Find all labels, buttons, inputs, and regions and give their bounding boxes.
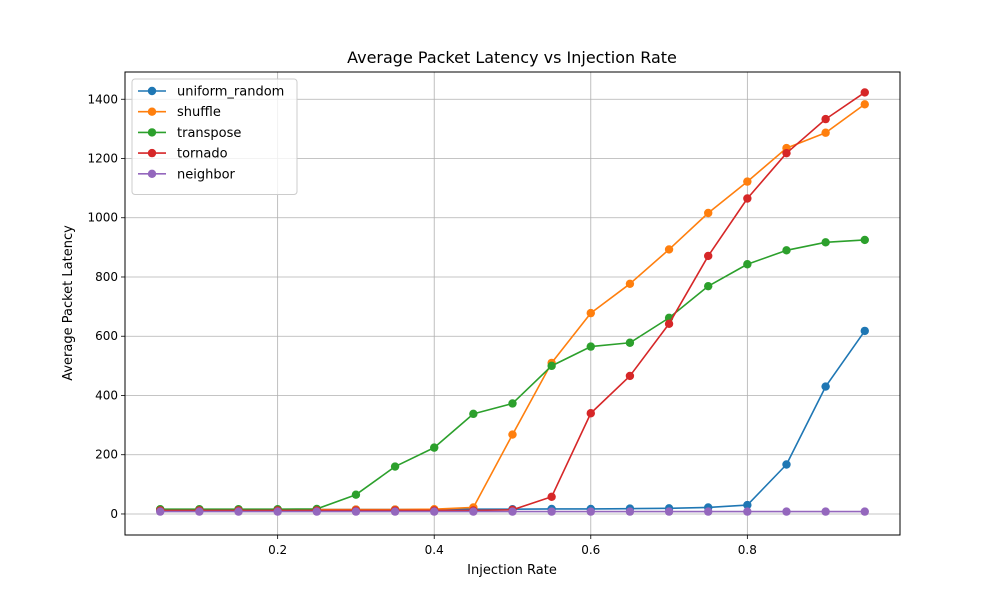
y-tick-label: 1200	[87, 151, 118, 165]
legend-label: shuffle	[177, 105, 221, 120]
data-point	[860, 100, 869, 109]
data-point	[743, 194, 752, 203]
data-point	[547, 492, 556, 501]
legend-label: transpose	[177, 126, 241, 141]
data-point	[782, 507, 791, 516]
x-axis-label: Injection Rate	[467, 563, 557, 578]
data-point	[821, 238, 830, 247]
data-point	[469, 409, 478, 419]
chart-title: Average Packet Latency vs Injection Rate	[347, 48, 677, 67]
data-point	[508, 507, 517, 516]
data-point	[195, 507, 204, 516]
data-point	[821, 382, 830, 391]
legend-item-transpose: transpose	[138, 126, 241, 141]
data-point	[743, 507, 752, 516]
data-point	[664, 245, 674, 254]
grid-lines	[125, 72, 900, 535]
legend-swatch-marker	[147, 107, 157, 116]
legend-item-neighbor: neighbor	[138, 167, 236, 182]
data-point	[430, 507, 439, 516]
data-point	[586, 507, 595, 516]
legend-swatch-marker	[147, 128, 157, 137]
data-point	[782, 148, 791, 158]
y-tick-label: 800	[95, 270, 118, 284]
data-point	[743, 177, 752, 186]
data-point	[664, 319, 674, 328]
data-point	[547, 507, 556, 516]
data-point	[508, 399, 517, 408]
data-point	[351, 507, 361, 516]
legend-label: tornado	[177, 147, 228, 162]
data-point	[860, 235, 869, 245]
y-tick-label: 200	[95, 448, 118, 462]
x-tick-label: 0.4	[425, 543, 444, 557]
legend-label: neighbor	[177, 167, 236, 182]
data-point	[860, 326, 869, 336]
data-point	[704, 208, 713, 218]
legend-label: uniform_random	[177, 85, 284, 100]
legend-swatch-marker	[147, 148, 157, 158]
data-point	[390, 507, 400, 516]
data-point	[821, 507, 830, 516]
series-neighbor	[156, 507, 869, 516]
data-point	[469, 507, 478, 516]
x-axis-ticks: 0.2 0.4 0.6 0.8	[268, 535, 757, 557]
legend-box	[131, 78, 298, 195]
data-point	[430, 443, 439, 452]
data-point	[743, 260, 752, 269]
legend-item-uniform-random: uniform_random	[138, 85, 284, 100]
data-point	[821, 128, 830, 137]
data-point	[860, 88, 869, 97]
y-tick-label: 400	[95, 388, 118, 402]
data-point	[704, 281, 713, 291]
y-tick-label: 1000	[87, 211, 118, 225]
y-tick-label: 0	[110, 507, 118, 521]
data-point	[234, 507, 243, 516]
data-point	[312, 507, 321, 516]
data-point	[743, 500, 752, 510]
data-point	[586, 308, 595, 318]
data-point	[704, 251, 713, 261]
legend-swatch-marker	[147, 169, 157, 178]
data-point	[625, 338, 635, 347]
legend-swatch-marker	[147, 86, 157, 96]
data-point	[664, 507, 674, 516]
data-point	[390, 462, 400, 471]
series-layer	[156, 88, 869, 516]
data-point	[508, 430, 517, 439]
data-point	[156, 507, 165, 516]
legend-item-tornado: tornado	[138, 147, 228, 162]
y-tick-label: 600	[95, 329, 118, 343]
data-point	[586, 342, 595, 351]
data-point	[782, 246, 791, 255]
plot-frame	[124, 71, 901, 536]
data-point	[704, 507, 713, 516]
data-point	[821, 114, 830, 124]
x-tick-label: 0.6	[581, 543, 600, 557]
y-axis-label: Average Packet Latency	[61, 225, 76, 381]
data-point	[625, 507, 635, 516]
y-tick-label: 1400	[87, 92, 118, 106]
data-point	[625, 371, 635, 381]
y-axis-ticks: 0 200 400 600 800 1000 1200 1400	[87, 92, 125, 521]
data-point	[351, 490, 361, 499]
data-point	[273, 507, 282, 516]
x-tick-label: 0.8	[738, 543, 757, 557]
data-point	[547, 361, 556, 371]
data-point	[860, 507, 869, 516]
x-tick-label: 0.2	[268, 543, 287, 557]
data-point	[586, 409, 595, 418]
data-point	[625, 279, 635, 289]
data-point	[782, 460, 791, 469]
legend-item-shuffle: shuffle	[138, 105, 221, 120]
